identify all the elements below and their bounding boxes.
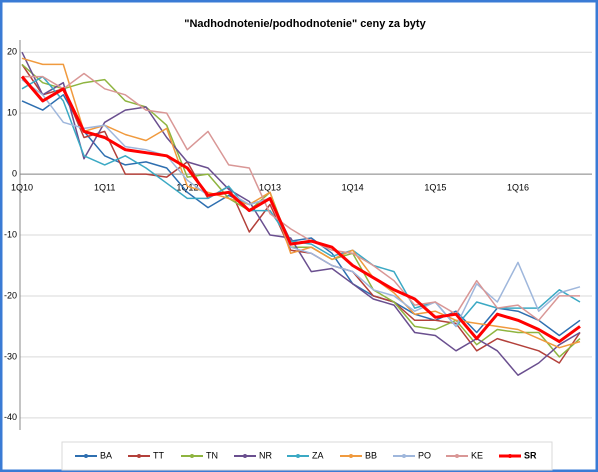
legend-label: TT	[153, 450, 164, 460]
x-tick-label: 1Q13	[259, 182, 281, 192]
series-line	[21, 78, 581, 328]
y-tick-label: 0	[12, 168, 17, 178]
legend-label: TN	[206, 450, 218, 460]
y-tick-label: -10	[4, 229, 17, 239]
x-tick-label: 1Q14	[342, 182, 364, 192]
legend-marker	[84, 454, 88, 458]
legend-marker	[190, 454, 194, 458]
legend-label: ZA	[312, 450, 324, 460]
legend-label: KE	[471, 450, 483, 460]
legend-label: NR	[259, 450, 272, 460]
x-tick-label: 1Q11	[94, 182, 115, 192]
legend-marker	[243, 454, 247, 458]
x-tick-label: 1Q10	[11, 182, 33, 192]
series-line	[21, 51, 581, 376]
legend: BA TT TN NR ZA BB PO KE SR	[61, 441, 553, 471]
y-tick-label: -20	[4, 290, 17, 300]
legend-marker	[508, 454, 512, 458]
y-tick-label: -40	[4, 412, 17, 422]
x-tick-label: 1Q12	[176, 182, 198, 192]
y-tick-label: -30	[4, 351, 17, 361]
legend-label: BB	[365, 450, 377, 460]
y-tick-label: 20	[7, 47, 17, 57]
legend-label: BA	[100, 450, 112, 460]
legend-marker	[296, 454, 300, 458]
series-line	[20, 75, 581, 344]
legend-marker	[137, 454, 141, 458]
legend-marker	[402, 454, 406, 458]
chart-title: "Nadhodnotenie/podhodnotenie" ceny za by…	[184, 18, 426, 30]
legend-label: SR	[524, 450, 537, 460]
legend-marker	[349, 454, 353, 458]
legend-label: PO	[418, 450, 431, 460]
series-line	[21, 63, 581, 358]
y-tick-label: 10	[7, 108, 17, 118]
x-tick-label: 1Q15	[424, 182, 446, 192]
series-line	[22, 72, 580, 322]
x-tick-label: 1Q16	[507, 182, 529, 192]
legend-marker	[455, 454, 459, 458]
